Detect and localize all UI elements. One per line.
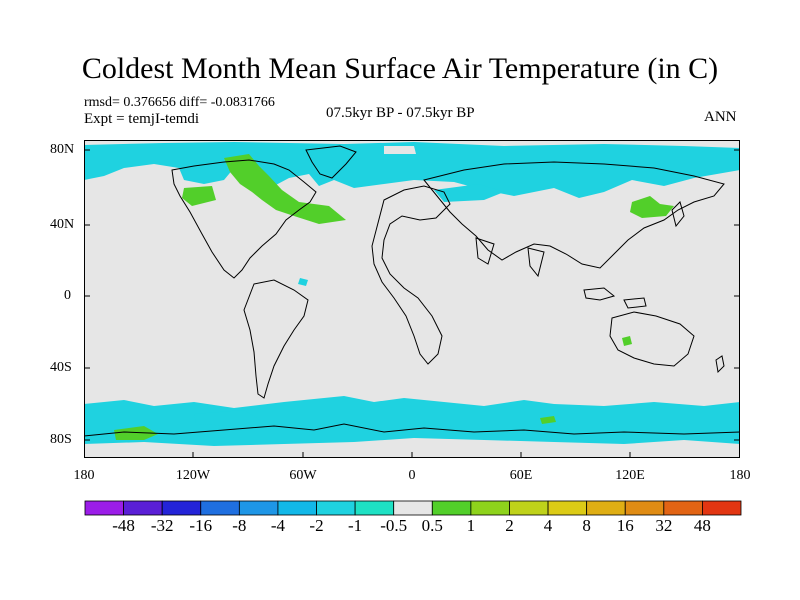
colorbar-swatch [624,500,665,516]
y-tick-label: 0 [64,288,71,303]
colorbar-swatch [84,500,124,516]
colorbar-swatch [431,500,472,516]
stats-line: rmsd= 0.376656 diff= -0.0831766 [84,95,275,110]
southern-green-anomaly [114,416,556,440]
colorbar-label: -8 [232,516,247,535]
colorbar-label: -1 [348,516,363,535]
colorbar-label: 32 [655,516,673,535]
colorbar-swatch [509,500,549,516]
x-tick-label: 180 [729,468,751,483]
colorbar-label: 2 [505,516,514,535]
period-label: 07.5kyr BP - 07.5kyr BP [326,105,475,121]
colorbar-label: -16 [189,516,213,535]
x-tick-label: 120E [615,468,645,483]
colorbar-label: 0.5 [421,516,443,535]
coastlines [84,145,740,437]
colorbar [84,500,742,516]
colorbar-label: 1 [466,516,476,535]
y-tick-label: 40N [50,217,75,232]
colorbar-swatch [586,500,626,516]
colorbar-swatch [702,500,742,516]
colorbar-swatch [354,500,395,516]
colorbar-label: -0.5 [380,516,408,535]
colorbar-swatch [393,500,433,516]
x-tick-label: 0 [408,468,416,483]
colorbar-swatch [200,500,240,516]
y-tick-label: 80S [50,432,72,447]
colorbar-label: 4 [543,516,553,535]
colorbar-swatch [663,500,703,516]
colorbar-swatch [277,500,317,516]
experiment-label: Expt = temjI-temdi [84,111,200,127]
colorbar-swatch [123,500,163,516]
colorbar-swatch [238,500,279,516]
colorbar-label: -32 [150,516,174,535]
colorbar-label: -48 [112,516,135,535]
colorbar-swatch [316,500,356,516]
world-map [84,140,740,458]
colorbar-swatch [470,500,510,516]
colorbar-label: 8 [582,516,591,535]
x-tick-label: 180 [73,468,95,483]
colorbar-label: 48 [693,516,711,535]
colorbar-label: -4 [270,516,286,535]
colorbar-label: 16 [616,516,634,535]
y-tick-label: 40S [50,360,72,375]
colorbar-swatch [161,500,202,516]
colorbar-swatch [547,500,588,516]
x-tick-label: 60E [509,468,533,483]
x-tick-label: 60W [289,468,317,483]
northern-green-anomaly [182,154,674,346]
axis-ticks [84,149,740,458]
x-tick-label: 120W [175,468,211,483]
map-title: Coldest Month Mean Surface Air Temperatu… [81,52,719,85]
colorbar-label: -2 [309,516,324,535]
y-tick-label: 80N [50,142,75,157]
season-label: ANN [704,109,737,125]
